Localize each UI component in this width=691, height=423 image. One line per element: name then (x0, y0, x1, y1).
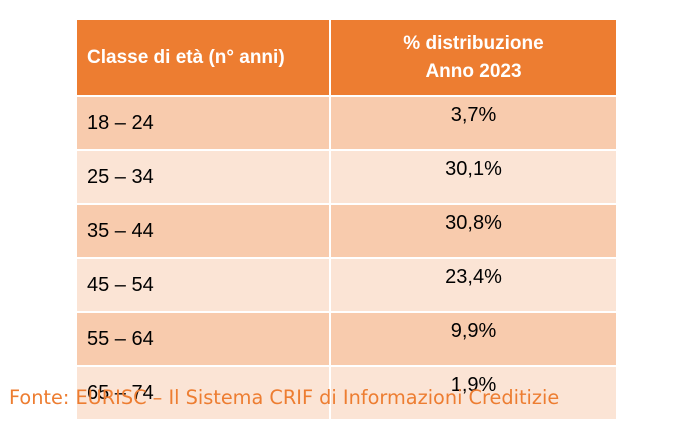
table-header-row: Classe di età (n° anni) % distribuzione … (77, 20, 616, 96)
age-distribution-table: Classe di età (n° anni) % distribuzione … (77, 20, 616, 419)
source-note: Fonte: EURISC – Il Sistema CRIF di Infor… (9, 386, 560, 409)
pct-cell: 1,9% (330, 365, 616, 419)
table-row: 25 – 34 30,1% (77, 149, 616, 204)
header-distribution-line1: % distribuzione (403, 32, 544, 54)
pct-cell: 23,4% (330, 257, 616, 312)
age-cell: 65 – 74 (77, 365, 331, 419)
table-row: 45 – 54 23,4% (77, 257, 616, 312)
header-distribution-line2: Anno 2023 (425, 60, 522, 82)
pct-cell: 30,1% (330, 149, 616, 204)
table-row: 55 – 64 9,9% (77, 311, 616, 366)
pct-cell: 3,7% (330, 95, 616, 150)
table-row: 18 – 24 3,7% (77, 95, 616, 150)
pct-cell: 30,8% (330, 203, 616, 258)
age-cell: 18 – 24 (77, 95, 331, 150)
table-row: 65 – 74 1,9% (77, 365, 616, 419)
age-cell: 35 – 44 (77, 203, 331, 258)
age-cell: 45 – 54 (77, 257, 331, 312)
age-cell: 55 – 64 (77, 311, 331, 366)
header-age-class: Classe di età (n° anni) (77, 20, 331, 96)
table-row: 35 – 44 30,8% (77, 203, 616, 258)
pct-cell: 9,9% (330, 311, 616, 366)
age-distribution-table-container: Classe di età (n° anni) % distribuzione … (77, 20, 616, 419)
age-cell: 25 – 34 (77, 149, 331, 204)
header-distribution: % distribuzione Anno 2023 (330, 20, 616, 96)
